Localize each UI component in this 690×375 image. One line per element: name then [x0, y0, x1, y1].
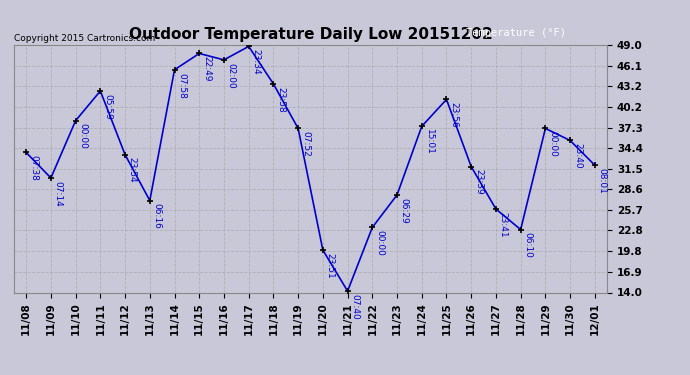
Text: 23:56: 23:56	[449, 102, 458, 128]
Text: Copyright 2015 Cartronics.com: Copyright 2015 Cartronics.com	[14, 34, 155, 43]
Text: 23:58: 23:58	[276, 87, 285, 112]
Text: 06:16: 06:16	[152, 203, 161, 229]
Text: 00:00: 00:00	[375, 230, 384, 256]
Text: 07:38: 07:38	[29, 155, 38, 181]
Text: 23:39: 23:39	[474, 170, 483, 195]
Text: 06:29: 06:29	[400, 198, 408, 223]
Text: 23:51: 23:51	[326, 253, 335, 279]
Text: 23:34: 23:34	[251, 49, 260, 75]
Text: 07:14: 07:14	[54, 181, 63, 207]
Text: 00:00: 00:00	[79, 123, 88, 149]
Text: 00:00: 00:00	[548, 131, 557, 157]
Text: 07:58: 07:58	[177, 72, 186, 98]
Text: 23:41: 23:41	[499, 212, 508, 237]
Text: 02:00: 02:00	[227, 63, 236, 88]
Text: 06:10: 06:10	[524, 232, 533, 258]
Text: 22:49: 22:49	[202, 56, 211, 82]
Text: 23:54: 23:54	[128, 158, 137, 183]
Title: Outdoor Temperature Daily Low 20151202: Outdoor Temperature Daily Low 20151202	[128, 27, 493, 42]
Text: 07:52: 07:52	[301, 131, 310, 157]
Text: 08:01: 08:01	[598, 168, 607, 194]
Text: 15:01: 15:01	[424, 129, 433, 155]
Text: 23:40: 23:40	[573, 143, 582, 169]
Text: 05:59: 05:59	[103, 94, 112, 120]
Text: Temperature (°F): Temperature (°F)	[466, 28, 566, 38]
Text: 07:40: 07:40	[351, 294, 359, 320]
